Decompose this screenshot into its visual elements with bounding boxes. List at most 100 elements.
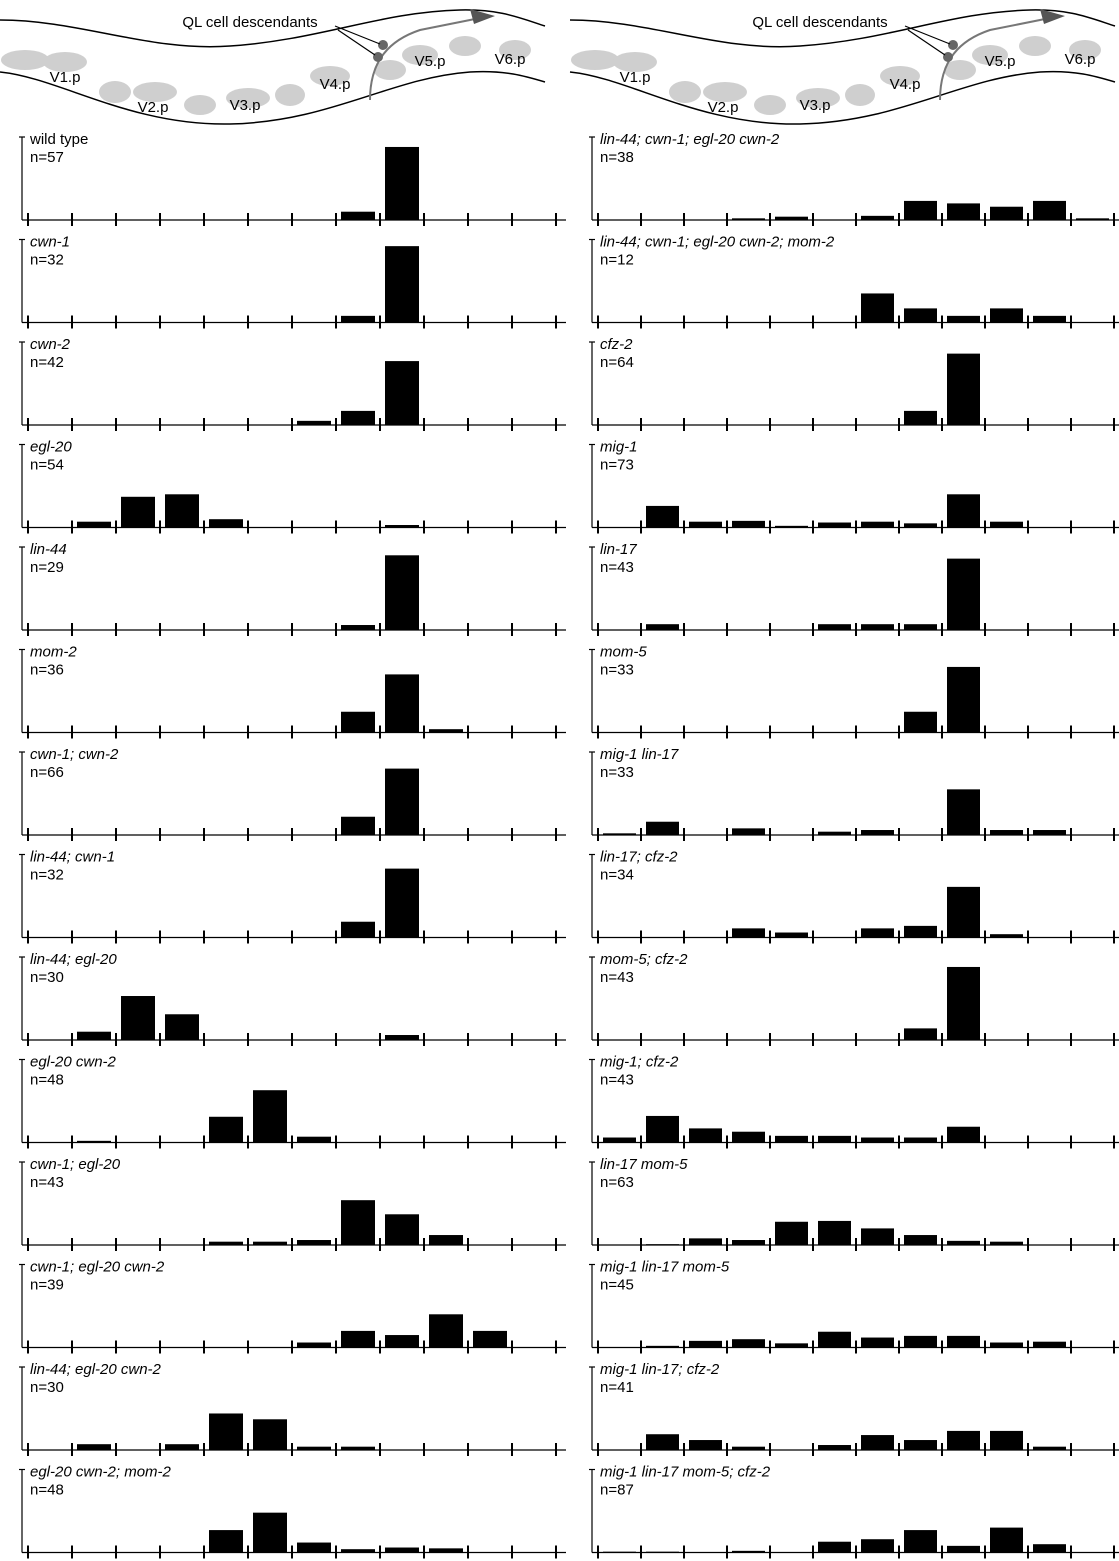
panel-title: lin-44	[30, 541, 67, 558]
bar	[165, 494, 199, 527]
sample-size: n=48	[30, 1072, 64, 1089]
worm-diagram: QL cell descendantsV1.pV2.pV3.pV4.pV5.pV…	[0, 9, 545, 124]
ql-cell	[948, 40, 958, 50]
bar	[165, 1444, 199, 1450]
bar	[209, 1530, 243, 1552]
bar	[818, 1445, 851, 1450]
worm-bottom-edge	[0, 72, 545, 124]
bar	[861, 1228, 894, 1245]
bar	[861, 1435, 894, 1450]
bar	[603, 1552, 636, 1553]
histogram: mom-5n=33	[589, 644, 1119, 739]
cell-label: V1.p	[50, 69, 81, 86]
panel-title: mig-1 lin-17	[600, 746, 679, 763]
histogram: lin-44n=29	[19, 541, 566, 636]
bar	[473, 1331, 507, 1348]
panel-title: cwn-1; egl-20 cwn-2	[30, 1259, 165, 1276]
label-pointer	[905, 26, 950, 44]
bar	[947, 354, 980, 425]
histogram: mig-1 lin-17 mom-5; cfz-2n=87	[589, 1464, 1119, 1559]
bar	[341, 212, 375, 220]
bar	[297, 1240, 331, 1245]
bar	[818, 1221, 851, 1245]
bar	[861, 624, 894, 630]
ql-label: QL cell descendants	[182, 14, 317, 31]
bar	[904, 624, 937, 630]
histogram: mig-1; cfz-2n=43	[589, 1054, 1119, 1149]
bar	[253, 1090, 287, 1142]
sample-size: n=43	[600, 559, 634, 576]
panel-title: egl-20 cwn-2	[30, 1054, 117, 1071]
cell-nucleus	[754, 95, 786, 115]
histogram: lin-44; cwn-1n=32	[19, 849, 566, 944]
bar	[385, 869, 419, 938]
bar	[947, 559, 980, 630]
bar	[818, 1332, 851, 1348]
sample-size: n=33	[600, 764, 634, 781]
bar	[341, 712, 375, 733]
bar	[646, 1552, 679, 1553]
histogram: mom-5; cfz-2n=43	[589, 951, 1119, 1046]
histogram: egl-20 cwn-2; mom-2n=48	[19, 1464, 566, 1559]
sample-size: n=32	[30, 252, 64, 269]
panel-title: lin-17; cfz-2	[600, 849, 678, 866]
panel-title: lin-44; cwn-1	[30, 849, 115, 866]
label-pointer	[335, 26, 380, 44]
histogram: mig-1 lin-17; cfz-2n=41	[589, 1361, 1119, 1456]
cell-label: V6.p	[495, 51, 526, 68]
panel-title: cwn-1	[30, 234, 70, 251]
bar	[253, 1513, 287, 1553]
bar	[341, 316, 375, 323]
bar	[990, 1242, 1023, 1245]
cell-label: V2.p	[138, 99, 169, 116]
cell-label: V4.p	[320, 76, 351, 93]
cell-label: V6.p	[1065, 51, 1096, 68]
sample-size: n=34	[600, 867, 634, 884]
sample-size: n=73	[600, 457, 634, 474]
bar	[297, 421, 331, 425]
bar	[646, 822, 679, 835]
bar	[689, 1128, 722, 1142]
sample-size: n=32	[30, 867, 64, 884]
bar	[385, 525, 419, 527]
bar	[775, 217, 808, 220]
histogram: cwn-2n=42	[19, 336, 566, 431]
bar	[904, 308, 937, 322]
bar	[861, 522, 894, 528]
histogram: egl-20n=54	[19, 439, 566, 534]
ql-label: QL cell descendants	[752, 14, 887, 31]
bar	[209, 519, 243, 527]
sample-size: n=87	[600, 1482, 634, 1499]
bar	[385, 1214, 419, 1245]
sample-size: n=45	[600, 1277, 634, 1294]
bar	[904, 926, 937, 938]
cell-label: V3.p	[230, 97, 261, 114]
bar	[385, 1548, 419, 1553]
bar	[1033, 1447, 1066, 1450]
cell-nucleus	[571, 50, 619, 70]
sample-size: n=54	[30, 457, 64, 474]
bar	[77, 1032, 111, 1040]
bar	[429, 729, 463, 732]
bar	[947, 1431, 980, 1450]
bar	[1076, 218, 1109, 220]
panel-title: lin-44; egl-20	[30, 951, 117, 968]
ql-cell	[373, 52, 383, 62]
bar	[121, 996, 155, 1040]
panel-title: lin-44; egl-20 cwn-2	[30, 1361, 162, 1378]
panel-title: mom-5	[600, 644, 647, 661]
bar	[209, 1413, 243, 1450]
bar	[904, 523, 937, 527]
bar	[77, 1141, 111, 1143]
histogram: mig-1 lin-17n=33	[589, 746, 1119, 841]
bar	[861, 1138, 894, 1143]
cell-nucleus	[1, 50, 49, 70]
bar	[904, 712, 937, 733]
bar	[990, 522, 1023, 528]
bar	[385, 1335, 419, 1347]
bar	[775, 526, 808, 528]
bar	[947, 1336, 980, 1348]
bar	[947, 1241, 980, 1245]
bar	[603, 1138, 636, 1143]
